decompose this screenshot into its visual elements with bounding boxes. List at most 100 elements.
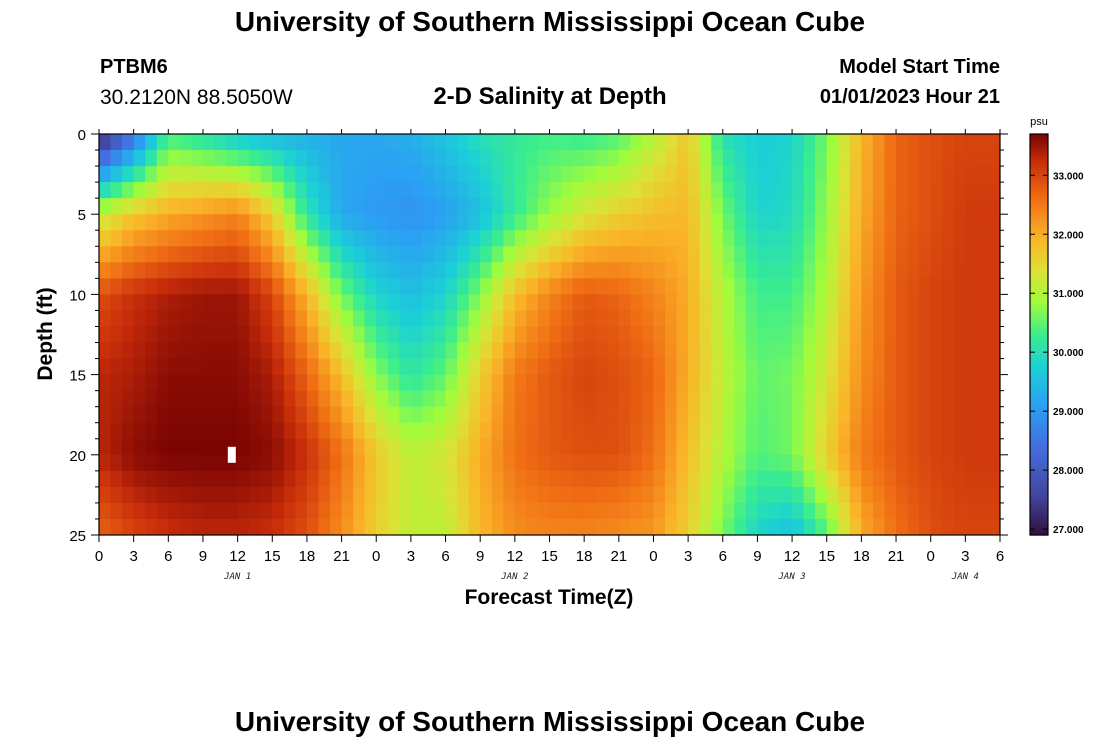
- heatmap-cell: [549, 278, 562, 295]
- heatmap-cell: [445, 358, 458, 376]
- heatmap-cell: [445, 326, 458, 344]
- heatmap-cell: [491, 310, 504, 328]
- heatmap-cell: [330, 134, 343, 151]
- heatmap-cell: [919, 438, 932, 456]
- heatmap-cell: [745, 326, 759, 344]
- heatmap-cell: [387, 310, 400, 328]
- colorbar-segment: [1030, 468, 1048, 473]
- heatmap-cell: [295, 214, 308, 231]
- heatmap-cell: [896, 262, 909, 279]
- heatmap-cell: [422, 182, 435, 199]
- heatmap-cell: [156, 518, 169, 535]
- heatmap-cell: [445, 406, 458, 424]
- colorbar-segment: [1030, 364, 1048, 369]
- heatmap-cell: [179, 342, 193, 360]
- heatmap-cell: [330, 182, 343, 199]
- heatmap-cell: [618, 262, 631, 279]
- colorbar-segment: [1030, 387, 1048, 392]
- heatmap-cell: [237, 166, 250, 183]
- heatmap-cell: [930, 262, 943, 279]
- heatmap-cell: [780, 358, 793, 376]
- heatmap-cell: [445, 134, 458, 151]
- heatmap-cell: [295, 486, 308, 504]
- heatmap-cell: [849, 294, 862, 312]
- heatmap-cell: [607, 358, 620, 376]
- heatmap-cell: [896, 214, 909, 231]
- heatmap-cell: [653, 134, 666, 151]
- heatmap-cell: [537, 422, 551, 440]
- heatmap-cell: [503, 246, 516, 263]
- heatmap-cell: [722, 198, 735, 215]
- heatmap-cell: [803, 262, 816, 279]
- heatmap-cell: [665, 374, 678, 392]
- heatmap-cell: [872, 310, 886, 328]
- heatmap-cell: [780, 134, 793, 151]
- heatmap-cell: [665, 150, 678, 167]
- heatmap-cell: [156, 310, 169, 328]
- colorbar-segment: [1030, 414, 1048, 419]
- heatmap-cell: [526, 518, 539, 535]
- heatmap-cell: [156, 182, 169, 199]
- heatmap-cell: [792, 390, 805, 408]
- heatmap-cell: [260, 486, 273, 504]
- heatmap-cell: [803, 438, 816, 456]
- heatmap-cell: [179, 454, 193, 472]
- heatmap-cell: [561, 278, 574, 295]
- heatmap-cell: [156, 230, 169, 247]
- heatmap-cell: [699, 214, 712, 231]
- heatmap-cell: [711, 294, 724, 312]
- heatmap-cell: [410, 358, 424, 376]
- heatmap-cell: [976, 134, 990, 151]
- colorbar-segment: [1030, 374, 1048, 379]
- heatmap-cell: [745, 406, 759, 424]
- heatmap-cell: [572, 486, 585, 504]
- heatmap-cell: [653, 358, 666, 376]
- x-tick-label: 3: [684, 548, 692, 565]
- heatmap-cell: [907, 134, 920, 151]
- heatmap-cell: [826, 310, 839, 328]
- heatmap-cell: [214, 150, 227, 167]
- heatmap-cell: [953, 246, 966, 263]
- colorbar-segment: [1030, 307, 1048, 312]
- heatmap-cell: [988, 422, 1000, 440]
- heatmap-cell: [214, 486, 227, 504]
- heatmap-cell: [122, 374, 135, 392]
- heatmap-cell: [526, 406, 539, 424]
- heatmap-cell: [249, 486, 262, 504]
- heatmap-cell: [491, 246, 504, 263]
- heatmap-cell: [595, 230, 608, 247]
- heatmap-cell: [561, 230, 574, 247]
- heatmap-cell: [826, 486, 839, 504]
- heatmap-cell: [919, 406, 932, 424]
- heatmap-cell: [168, 502, 181, 520]
- heatmap-cell: [780, 326, 793, 344]
- heatmap-cell: [468, 182, 481, 199]
- heatmap-cell: [803, 422, 816, 440]
- heatmap-cell: [953, 134, 966, 151]
- heatmap-cell: [445, 470, 458, 488]
- heatmap-cell: [283, 486, 296, 504]
- heatmap-cell: [99, 518, 112, 535]
- heatmap-cell: [110, 390, 123, 408]
- heatmap-cell: [480, 502, 493, 520]
- heatmap-cell: [468, 326, 481, 344]
- heatmap-cell: [792, 230, 805, 247]
- heatmap-cell: [110, 182, 123, 199]
- heatmap-cell: [122, 166, 135, 183]
- heatmap-cell: [757, 134, 770, 151]
- heatmap-cell: [561, 310, 574, 328]
- colorbar-segment: [1030, 317, 1048, 322]
- heatmap-cell: [849, 470, 862, 488]
- heatmap-cell: [433, 134, 447, 151]
- heatmap-cell: [942, 374, 955, 392]
- heatmap-cell: [942, 518, 955, 535]
- x-tick-label: 12: [507, 548, 524, 565]
- heatmap-cell: [433, 502, 447, 520]
- heatmap-cell: [468, 374, 481, 392]
- heatmap-cell: [468, 406, 481, 424]
- heatmap-cell: [699, 166, 712, 183]
- heatmap-cell: [353, 342, 366, 360]
- heatmap-cell: [896, 406, 909, 424]
- heatmap-cell: [99, 342, 112, 360]
- colorbar-segment: [1030, 377, 1048, 382]
